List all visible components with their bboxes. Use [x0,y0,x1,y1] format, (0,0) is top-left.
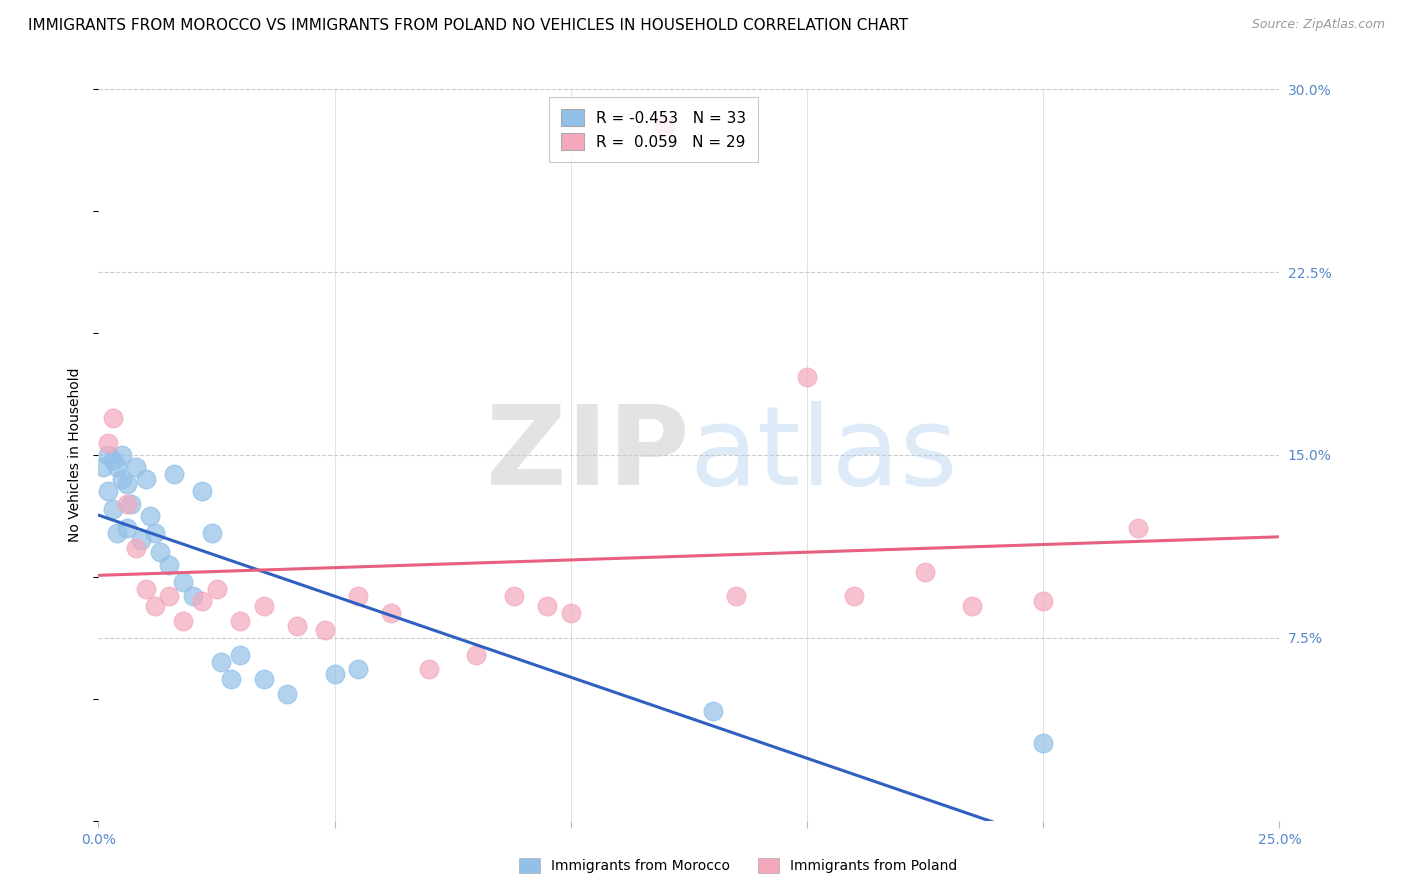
Point [503,590,526,604]
Point [844,590,866,604]
Point [163,467,186,482]
Text: atlas: atlas [689,401,957,508]
Point [135,582,157,596]
Point [1032,736,1054,750]
Legend: Immigrants from Morocco, Immigrants from Poland: Immigrants from Morocco, Immigrants from… [513,852,963,879]
Point [157,590,180,604]
Point [962,599,984,613]
Point [201,525,224,540]
Point [1032,594,1054,608]
Point [101,452,124,467]
Point [105,460,128,475]
Point [139,508,162,523]
Point [536,599,558,613]
Text: Source: ZipAtlas.com: Source: ZipAtlas.com [1251,18,1385,31]
Point [276,687,298,701]
Point [285,618,308,632]
Point [654,119,676,133]
Point [725,590,748,604]
Point [702,704,724,718]
Point [129,533,152,548]
Point [143,599,166,613]
Point [101,501,124,516]
Point [347,590,370,604]
Point [1126,521,1149,535]
Point [229,614,252,628]
Legend: R = -0.453   N = 33, R =  0.059   N = 29: R = -0.453 N = 33, R = 0.059 N = 29 [548,97,758,162]
Point [172,574,194,589]
Point [97,484,120,499]
Point [172,614,194,628]
Point [191,594,214,608]
Text: IMMIGRANTS FROM MOROCCO VS IMMIGRANTS FROM POLAND NO VEHICLES IN HOUSEHOLD CORRE: IMMIGRANTS FROM MOROCCO VS IMMIGRANTS FR… [28,18,908,33]
Point [115,521,138,535]
Point [111,472,134,486]
Point [105,525,128,540]
Point [121,497,143,511]
Point [796,370,818,384]
Point [314,624,336,638]
Point [205,582,228,596]
Point [347,663,370,677]
Point [97,435,120,450]
Point [97,448,120,462]
Point [115,497,138,511]
Point [323,667,346,681]
Point [380,607,402,621]
Point [143,525,166,540]
Point [135,472,157,486]
Point [125,541,148,555]
Point [219,672,242,686]
Point [101,411,124,425]
Point [111,448,134,462]
Point [229,648,252,662]
Point [253,672,276,686]
Point [418,663,440,677]
Point [191,484,214,499]
Point [914,565,936,579]
Point [253,599,276,613]
Point [465,648,488,662]
Text: ZIP: ZIP [485,401,689,508]
Point [115,477,138,491]
Point [157,558,180,572]
Y-axis label: No Vehicles in Household: No Vehicles in Household [69,368,83,542]
Point [125,460,148,475]
Point [209,655,232,669]
Point [181,590,204,604]
Point [91,460,114,475]
Point [560,607,582,621]
Point [149,545,172,559]
